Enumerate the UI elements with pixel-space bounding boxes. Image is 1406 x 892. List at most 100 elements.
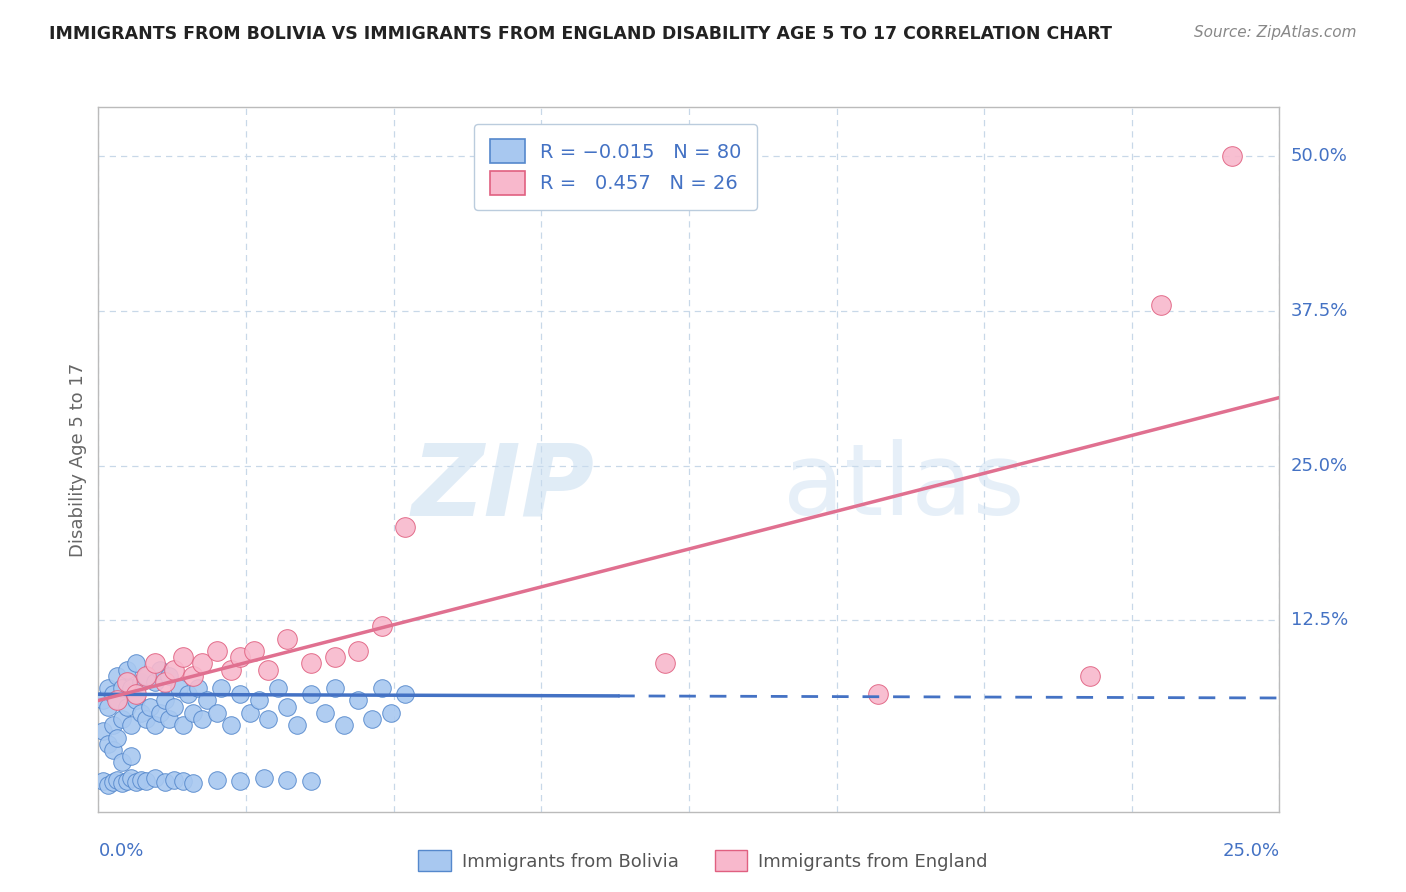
Point [257,663,280,677]
Point [125,693,148,707]
Point [209,681,232,695]
Point [191,712,214,726]
Text: atlas: atlas [783,439,1025,536]
Point [333,718,356,732]
Point [172,650,194,665]
Point [371,619,394,633]
Point [205,772,228,787]
Point [163,772,186,787]
Point [101,743,124,757]
Point [177,687,200,701]
Point [153,674,176,689]
Point [135,773,157,788]
Point [105,669,128,683]
Point [143,674,166,689]
Point [143,657,166,671]
Point [153,775,176,789]
Point [172,718,194,732]
Point [153,693,176,707]
Point [97,737,120,751]
Point [143,772,166,786]
Point [205,706,228,720]
Point [115,699,138,714]
Point [135,669,157,683]
Point [157,669,180,683]
Text: 25.0%: 25.0% [1291,457,1348,475]
Point [115,773,138,788]
Point [91,773,114,788]
Point [371,681,394,695]
Point [115,674,138,689]
Point [125,687,148,701]
Point [195,693,218,707]
Point [143,718,166,732]
Text: 0.0%: 0.0% [98,842,143,860]
Point [380,706,402,720]
Point [111,756,134,770]
Point [105,693,128,707]
Point [191,657,214,671]
Point [276,772,298,787]
Point [129,706,152,720]
Point [129,772,152,787]
Point [115,663,138,677]
Point [267,681,290,695]
Point [125,775,148,789]
Point [299,657,322,671]
Point [219,718,242,732]
Point [121,749,143,764]
Y-axis label: Disability Age 5 to 17: Disability Age 5 to 17 [69,362,87,557]
Point [229,773,252,788]
Legend: Immigrants from Bolivia, Immigrants from England: Immigrants from Bolivia, Immigrants from… [411,843,995,879]
Point [866,687,889,701]
Point [243,644,266,658]
Point [394,520,416,534]
Text: ZIP: ZIP [412,439,595,536]
Point [257,712,280,726]
Point [285,718,308,732]
Point [323,650,346,665]
Point [1080,669,1102,683]
Point [205,644,228,658]
Point [135,712,157,726]
Point [111,776,134,790]
Point [219,663,242,677]
Point [121,772,143,786]
Text: Source: ZipAtlas.com: Source: ZipAtlas.com [1194,25,1357,40]
Point [105,731,128,745]
Point [347,693,370,707]
Point [91,693,114,707]
Point [229,650,252,665]
Point [101,775,124,789]
Legend: R = −0.015   N = 80, R =   0.457   N = 26: R = −0.015 N = 80, R = 0.457 N = 26 [474,124,758,211]
Point [105,693,128,707]
Point [121,718,143,732]
Point [111,712,134,726]
Point [187,681,209,695]
Point [314,706,336,720]
Point [105,772,128,787]
Point [97,778,120,792]
Point [276,699,298,714]
Point [163,663,186,677]
Point [101,718,124,732]
Point [101,687,124,701]
Point [1220,149,1243,163]
Point [125,657,148,671]
Point [111,681,134,695]
Point [299,773,322,788]
Point [157,712,180,726]
Point [167,681,190,695]
Point [135,669,157,683]
Point [181,706,204,720]
Text: IMMIGRANTS FROM BOLIVIA VS IMMIGRANTS FROM ENGLAND DISABILITY AGE 5 TO 17 CORREL: IMMIGRANTS FROM BOLIVIA VS IMMIGRANTS FR… [49,25,1112,43]
Text: 37.5%: 37.5% [1291,302,1348,320]
Text: 50.0%: 50.0% [1291,147,1347,166]
Point [129,674,152,689]
Text: 12.5%: 12.5% [1291,611,1348,629]
Point [149,706,172,720]
Point [172,773,194,788]
Point [299,687,322,701]
Point [323,681,346,695]
Point [139,699,162,714]
